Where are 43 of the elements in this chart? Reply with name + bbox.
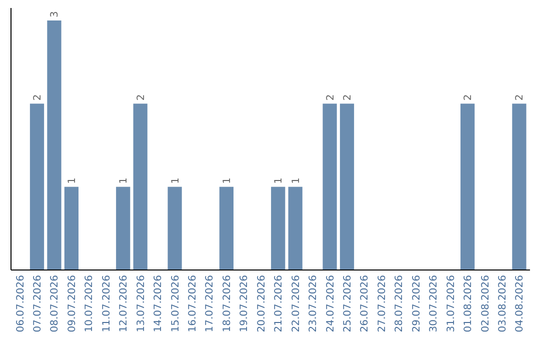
x-tick-label: 31.07.2026	[446, 275, 457, 332]
x-tick-label: 20.07.2026	[256, 275, 268, 332]
x-tick-label: 29.07.2026	[411, 275, 422, 332]
x-tick-label: 26.07.2026	[360, 275, 371, 332]
data-label: 2	[136, 94, 147, 101]
data-label: 1	[66, 177, 78, 184]
data-label: 2	[32, 94, 44, 101]
x-tick-label: 14.07.2026	[153, 275, 164, 332]
x-tick-label: 25.07.2026	[342, 275, 354, 332]
x-tick-label: 22.07.2026	[290, 275, 302, 332]
x-tick-label: 09.07.2026	[66, 275, 78, 332]
x-tick-label: 27.07.2026	[376, 275, 388, 332]
x-tick-label: 23.07.2026	[308, 275, 320, 332]
data-label: 1	[290, 177, 302, 184]
data-label: 1	[170, 177, 182, 184]
data-label: 1	[222, 177, 233, 184]
x-tick-label: 01.08.2026	[463, 275, 474, 332]
x-tick-label: 21.07.2026	[274, 275, 285, 332]
x-tick-label: 11.07.2026	[101, 275, 112, 332]
x-tick-label: 30.07.2026	[428, 275, 440, 332]
x-tick-label: 17.07.2026	[204, 275, 216, 332]
data-label: 2	[342, 94, 354, 101]
x-tick-label: 03.08.2026	[497, 275, 508, 332]
x-tick-label: 28.07.2026	[394, 275, 406, 332]
x-tick-label: 02.08.2026	[480, 275, 492, 332]
data-label: 3	[50, 11, 61, 18]
x-tick-label: 07.07.2026	[32, 275, 44, 332]
data-label: 2	[514, 94, 526, 101]
x-tick-label: 08.07.2026	[50, 275, 61, 332]
x-tick-label: 24.07.2026	[325, 275, 336, 332]
data-label: 1	[118, 177, 130, 184]
x-tick-label: 16.07.2026	[188, 275, 198, 332]
data-label: 1	[274, 177, 285, 184]
x-tick-label: 18.07.2026	[222, 275, 233, 332]
x-tick-label: 13.07.2026	[136, 275, 147, 332]
data-label: 2	[463, 94, 474, 101]
x-tick-label: 15.07.2026	[170, 275, 182, 332]
data-label: 2	[325, 94, 336, 101]
x-tick-label: 19.07.2026	[239, 275, 250, 332]
x-tick-label: 12.07.2026	[118, 275, 130, 332]
x-tick-label: 04.08.2026	[514, 275, 526, 332]
x-tick-label: 06.07.2026	[15, 275, 26, 332]
x-tick-label: 10.07.2026	[84, 275, 96, 332]
